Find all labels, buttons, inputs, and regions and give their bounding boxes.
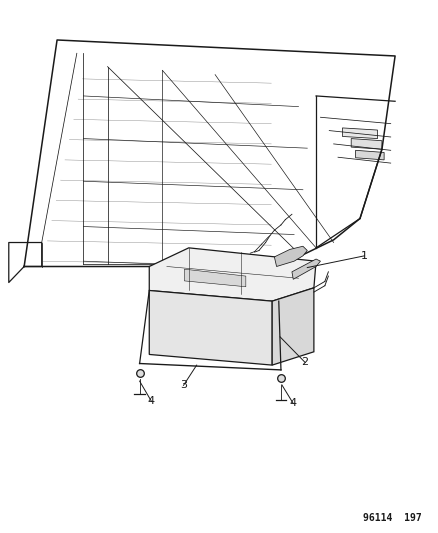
Polygon shape	[149, 248, 315, 301]
Polygon shape	[355, 150, 383, 160]
Text: 4: 4	[148, 397, 155, 406]
Polygon shape	[184, 269, 245, 287]
Polygon shape	[272, 288, 313, 365]
Polygon shape	[274, 246, 307, 266]
Polygon shape	[291, 259, 320, 279]
Polygon shape	[342, 128, 377, 139]
Polygon shape	[149, 290, 272, 365]
Text: 96114  197: 96114 197	[362, 513, 420, 523]
Text: 2: 2	[301, 358, 308, 367]
Text: 3: 3	[180, 381, 187, 390]
Text: 1: 1	[360, 251, 367, 261]
Polygon shape	[350, 139, 381, 149]
Text: 4: 4	[289, 399, 296, 408]
